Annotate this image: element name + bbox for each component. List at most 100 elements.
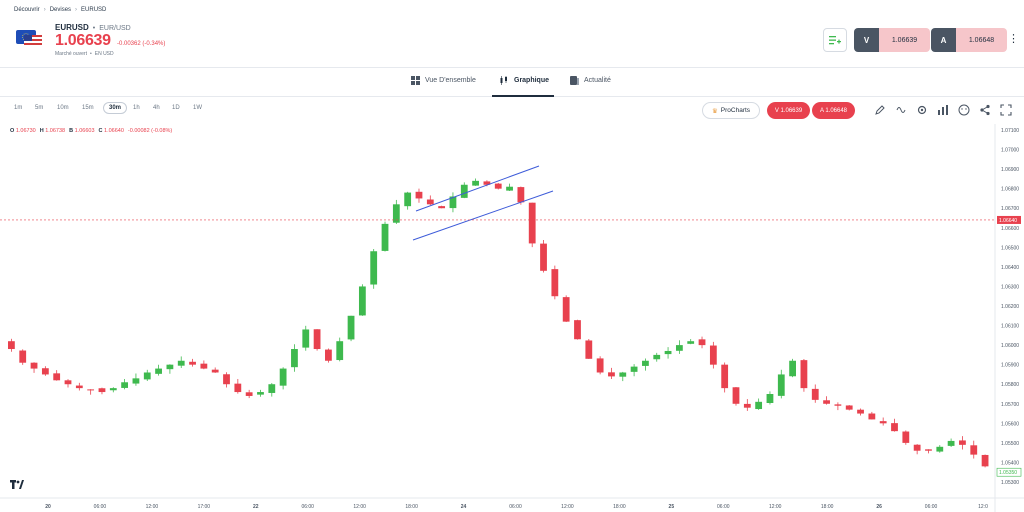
buy-pill-button[interactable]: A 1.06648: [812, 102, 855, 119]
symbol-row: EURUSD • EUR/USD: [55, 23, 131, 32]
candle-body: [823, 400, 830, 404]
candle-body: [834, 404, 841, 405]
y-tick-label: 1.06000: [1001, 343, 1019, 349]
y-tick-label: 1.06900: [1001, 167, 1019, 173]
indicators-icon[interactable]: [895, 104, 907, 116]
candle-body: [653, 355, 660, 359]
candle-body: [597, 358, 604, 372]
y-tick-label: 1.06600: [1001, 226, 1019, 232]
sell-pill-button[interactable]: V 1.06639: [767, 102, 810, 119]
candle-body: [382, 224, 389, 251]
candle-body: [314, 329, 321, 349]
candle-body: [234, 384, 241, 392]
candle-body: [801, 360, 808, 388]
candle-body: [416, 192, 423, 199]
market-status: Marché ouvert • EN USD: [55, 51, 114, 57]
instrument-header: Découvrir › Devises › EURUSD EURUSD • EU…: [0, 0, 1024, 68]
timeframe-1d[interactable]: 1D: [172, 105, 180, 111]
candle-body: [551, 269, 558, 296]
x-tick-label: 06:00: [301, 504, 314, 510]
candle-body: [608, 372, 615, 376]
x-tick-label: 22: [253, 504, 259, 510]
tab-chart-label: Graphique: [514, 77, 549, 84]
crown-icon: ♛: [712, 107, 718, 115]
candle-body: [246, 392, 253, 396]
candle-body: [755, 402, 762, 409]
candle-body: [291, 349, 298, 367]
breadcrumb-item-currencies[interactable]: Devises: [50, 7, 71, 13]
candle-body: [121, 382, 128, 388]
tab-overview[interactable]: Vue D'ensemble: [411, 76, 476, 85]
candle-body: [948, 441, 955, 446]
y-tick-label: 1.05600: [1001, 421, 1019, 427]
currency-text: EN USD: [95, 51, 114, 57]
candle-body: [133, 378, 140, 383]
y-tick-label: 1.06800: [1001, 187, 1019, 193]
gear-icon[interactable]: [916, 104, 928, 116]
x-tick-label: 12:00: [146, 504, 159, 510]
timeframe-10m[interactable]: 10m: [57, 105, 69, 111]
timeframe-1h[interactable]: 1h: [133, 105, 140, 111]
candle-body: [982, 455, 989, 466]
buy-button[interactable]: A 1.06648: [931, 28, 1007, 52]
timeframe-15m[interactable]: 15m: [82, 105, 94, 111]
y-tick-label: 1.06200: [1001, 304, 1019, 310]
tab-chart[interactable]: Graphique: [500, 76, 549, 85]
candle-body: [687, 341, 694, 344]
candle-body: [110, 388, 117, 390]
x-tick-label: 12:00: [353, 504, 366, 510]
candle-body: [891, 423, 898, 431]
breadcrumb-item-eurusd: EURUSD: [81, 7, 106, 13]
more-options-icon[interactable]: ⋮: [1008, 32, 1019, 45]
timeframe-5m[interactable]: 5m: [35, 105, 43, 111]
sell-label: V: [854, 28, 879, 52]
x-tick-label: 20: [45, 504, 51, 510]
candle-body: [427, 200, 434, 205]
candle-body: [619, 372, 626, 376]
price-chart[interactable]: 1.07100 1.07000 1.06900 1.06800 1.06700 1.066…: [0, 124, 1024, 512]
timeframe-1m[interactable]: 1m: [14, 105, 22, 111]
candle-body: [642, 361, 649, 366]
y-tick-label: 1.06500: [1001, 245, 1019, 251]
x-tick-label: 06:00: [717, 504, 730, 510]
candle-body: [721, 365, 728, 388]
candle-body: [257, 392, 264, 395]
candles-icon: [500, 76, 509, 85]
breadcrumb-item-discover[interactable]: Découvrir: [14, 7, 40, 13]
add-to-watchlist-button[interactable]: [823, 28, 847, 52]
candle-body: [359, 286, 366, 315]
pencil-icon[interactable]: [874, 104, 886, 116]
y-tick-label: 1.05800: [1001, 382, 1019, 388]
buy-price: 1.06648: [956, 28, 1007, 52]
candle-body: [167, 365, 174, 369]
smiley-icon[interactable]: [958, 104, 970, 116]
tab-overview-label: Vue D'ensemble: [425, 77, 476, 84]
candle-body: [302, 329, 309, 347]
candle-body: [472, 181, 479, 186]
y-tick-label: 1.06300: [1001, 284, 1019, 290]
candle-body: [970, 445, 977, 454]
candle-body: [336, 341, 343, 360]
procharts-button[interactable]: ♛ ProCharts: [702, 102, 760, 119]
breadcrumb: Découvrir › Devises › EURUSD: [14, 7, 106, 13]
candle-body: [87, 389, 94, 390]
fullscreen-icon[interactable]: [1000, 104, 1012, 116]
timeframe-4h[interactable]: 4h: [153, 105, 160, 111]
candle-body: [42, 368, 49, 374]
timeframe-1w[interactable]: 1W: [193, 105, 202, 111]
x-tick-label: 17:00: [198, 504, 211, 510]
candle-body: [76, 386, 83, 389]
candle-body: [936, 447, 943, 452]
chart-type-icon[interactable]: [937, 104, 949, 116]
timeframe-30m[interactable]: 30m: [103, 102, 127, 114]
sell-button[interactable]: V 1.06639: [854, 28, 930, 52]
symbol: EURUSD: [55, 23, 89, 32]
tab-news[interactable]: Actualité: [570, 76, 611, 85]
x-tick-label: 06:00: [925, 504, 938, 510]
candle-body: [710, 346, 717, 365]
candle-body: [902, 432, 909, 443]
x-tick-label: 26: [876, 504, 882, 510]
candle-body: [925, 449, 932, 450]
share-icon[interactable]: [979, 104, 991, 116]
candle-body: [223, 374, 230, 384]
